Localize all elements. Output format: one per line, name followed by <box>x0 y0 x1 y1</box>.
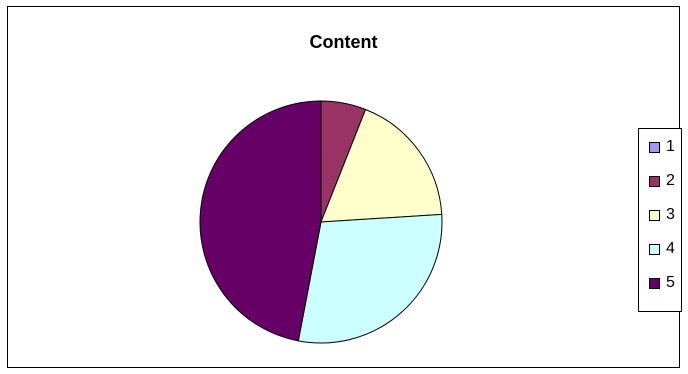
legend-swatch-4 <box>649 244 660 255</box>
legend-item-3: 3 <box>639 205 681 229</box>
pie-slice-3 <box>320 108 443 223</box>
legend-label-1: 1 <box>666 138 675 155</box>
legend-swatch-5 <box>649 278 660 289</box>
legend-item-2: 2 <box>639 171 681 195</box>
legend-swatch-2 <box>649 176 660 187</box>
legend: 1 2 3 4 5 <box>638 128 682 312</box>
legend-label-2: 2 <box>666 172 675 189</box>
pie-slice-4 <box>297 213 443 344</box>
legend-swatch-1 <box>649 142 660 153</box>
legend-label-4: 4 <box>666 240 675 257</box>
legend-item-4: 4 <box>639 239 681 263</box>
legend-item-5: 5 <box>639 273 681 297</box>
legend-label-5: 5 <box>666 274 675 291</box>
legend-swatch-3 <box>649 210 660 221</box>
pie-slice-5 <box>199 100 322 342</box>
legend-item-1: 1 <box>639 137 681 161</box>
legend-label-3: 3 <box>666 206 675 223</box>
chart-title: Content <box>309 32 378 52</box>
